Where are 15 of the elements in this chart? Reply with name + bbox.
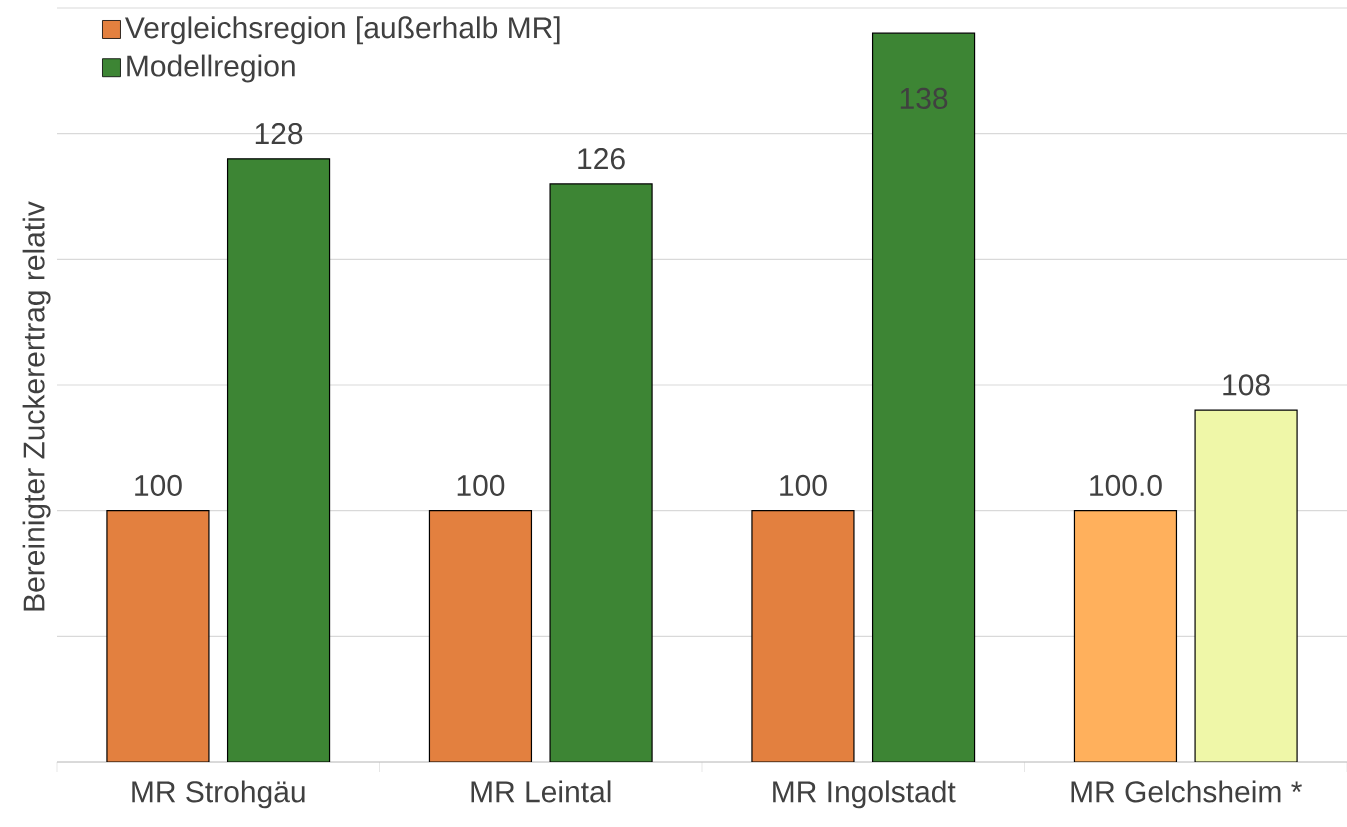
legend-label: Vergleichsregion [außerhalb MR] — [124, 16, 560, 45]
y-axis-title: Bereinigter Zuckerertrag relativ — [22, 201, 51, 611]
data-label: 128 — [255, 122, 303, 145]
x-tick-label: MR Gelchsheim * — [1071, 780, 1302, 803]
data-label: 100 — [457, 474, 505, 497]
data-label: 100 — [780, 474, 827, 497]
data-label: 138 — [900, 87, 948, 109]
data-label: 108 — [1223, 374, 1270, 396]
data-label: 100.0 — [1090, 474, 1162, 497]
data-label: 100 — [135, 474, 182, 497]
data-label: 126 — [578, 148, 625, 170]
x-tick-label: MR Strohgäu — [132, 780, 305, 809]
legend-label: Modellregion — [127, 54, 295, 83]
x-tick-label: MR Ingolstadt — [773, 780, 956, 809]
x-tick-label: MR Leintal — [471, 780, 611, 803]
